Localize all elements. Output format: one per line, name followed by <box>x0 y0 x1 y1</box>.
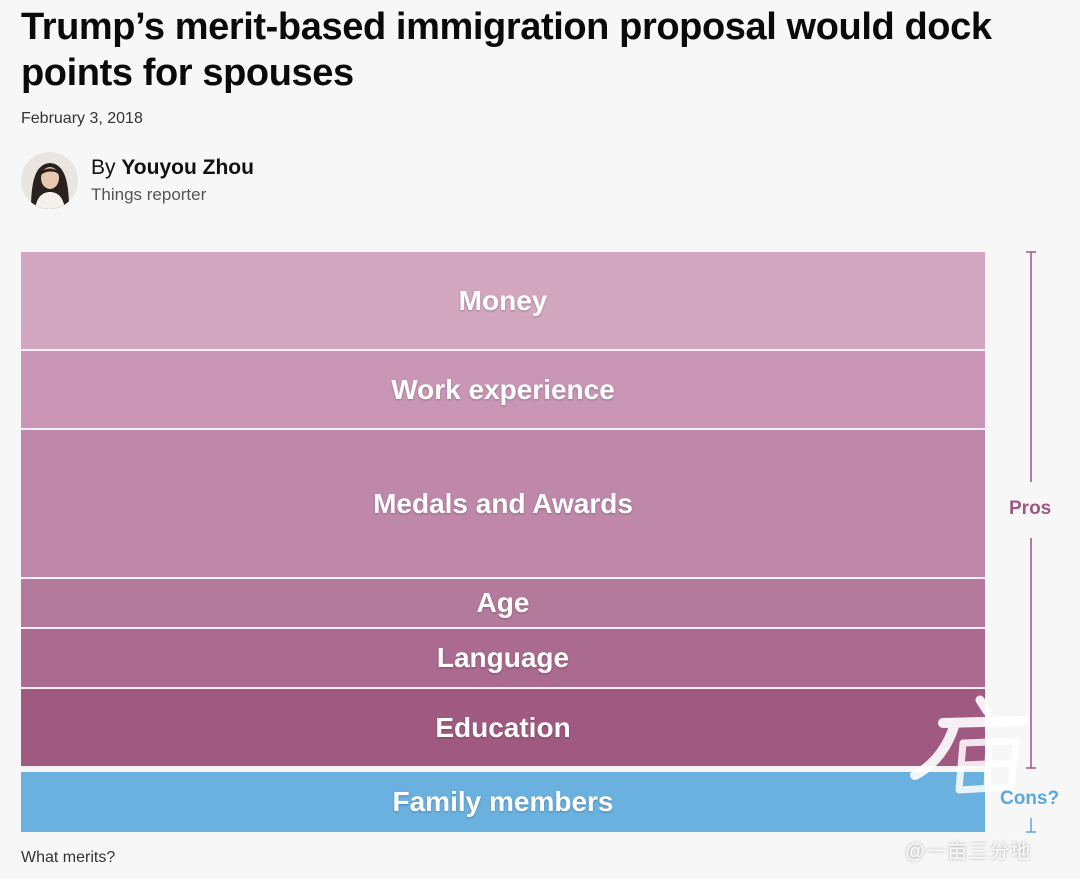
pros-cons-bracket <box>1026 251 1036 833</box>
avatar-portrait-icon <box>21 152 78 209</box>
article-headline: Trump’s merit-based immigration proposal… <box>21 6 992 94</box>
band-label: Family members <box>392 786 614 817</box>
band-education: Education <box>21 689 985 768</box>
band-age: Age <box>21 579 985 629</box>
band-money: Money <box>21 252 985 351</box>
author-role: Things reporter <box>91 185 207 204</box>
pros-label: Pros <box>1009 498 1052 519</box>
band-label: Work experience <box>391 373 615 405</box>
band-label: Medals and Awards <box>373 487 633 519</box>
author-byline: By Youyou Zhou <box>91 156 254 180</box>
band-label: Education <box>435 711 571 743</box>
author-name-link[interactable]: Youyou Zhou <box>121 156 254 179</box>
byline-prefix: By <box>91 156 116 179</box>
publish-date: February 3, 2018 <box>21 110 143 127</box>
watermark-text: @一亩三分地 <box>905 841 1032 863</box>
band-label: Language <box>436 642 570 673</box>
band-medals-and-awards: Medals and Awards <box>21 430 985 579</box>
band-family-members: Family members <box>21 772 985 832</box>
band-work-experience: Work experience <box>21 351 985 430</box>
watermark-logo-icon <box>910 695 1028 794</box>
cons-label: Cons? <box>1000 788 1060 809</box>
author-avatar[interactable] <box>21 152 78 209</box>
band-label: Age <box>476 587 530 618</box>
band-label: Money <box>458 284 548 316</box>
chart-caption: What merits? <box>21 849 116 866</box>
band-language: Language <box>21 629 985 689</box>
